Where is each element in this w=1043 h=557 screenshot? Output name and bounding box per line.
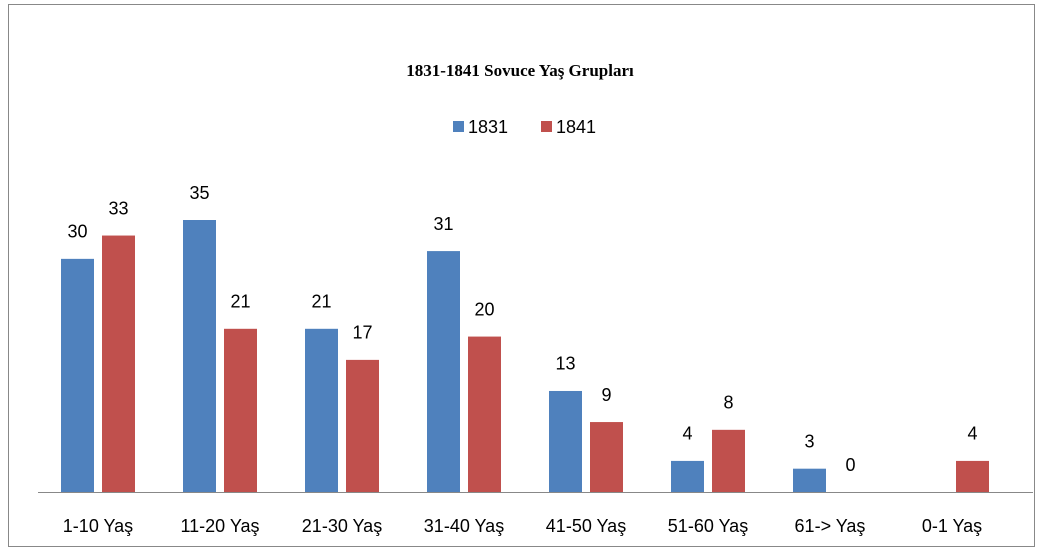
data-label: 21 [230, 292, 250, 312]
bar [346, 359, 379, 492]
x-tick-label: 0-1 Yaş [922, 516, 982, 536]
bar [427, 251, 460, 492]
legend-label: 1841 [556, 117, 596, 137]
data-label: 13 [555, 354, 575, 374]
x-tick-label: 11-20 Yaş [180, 516, 259, 536]
bar [102, 235, 135, 493]
legend-label: 1831 [468, 117, 508, 137]
data-label: 17 [352, 323, 372, 343]
bar [183, 220, 216, 492]
data-label: 35 [189, 183, 209, 203]
data-label: 0 [845, 455, 855, 475]
x-tick-label: 41-50 Yaş [546, 516, 626, 536]
bar [61, 258, 94, 492]
bar [549, 390, 582, 492]
chart-frame [8, 4, 1035, 547]
x-tick-label: 31-40 Yaş [424, 516, 504, 536]
bar [956, 460, 989, 492]
legend-swatch [453, 121, 464, 132]
bar [671, 460, 704, 492]
data-label: 8 [723, 393, 733, 413]
x-tick-label: 1-10 Yaş [63, 516, 133, 536]
x-tick-label: 61-> Yaş [795, 516, 866, 536]
data-label: 30 [67, 222, 87, 242]
data-label: 21 [311, 292, 331, 312]
data-label: 3 [804, 431, 814, 451]
bar [468, 336, 501, 492]
bar [590, 422, 623, 492]
chart-title: 1831-1841 Sovuce Yaş Grupları [406, 61, 634, 80]
data-label: 4 [682, 424, 692, 444]
data-label: 9 [601, 385, 611, 405]
data-label: 20 [474, 299, 494, 319]
legend-swatch [541, 121, 552, 132]
x-tick-label: 51-60 Yaş [668, 516, 748, 536]
bar [305, 328, 338, 492]
bar [224, 328, 257, 492]
data-label: 31 [433, 214, 453, 234]
data-label: 33 [108, 198, 128, 218]
data-label: 4 [967, 424, 977, 444]
bar [712, 429, 745, 492]
bar [793, 468, 826, 492]
x-tick-label: 21-30 Yaş [302, 516, 382, 536]
